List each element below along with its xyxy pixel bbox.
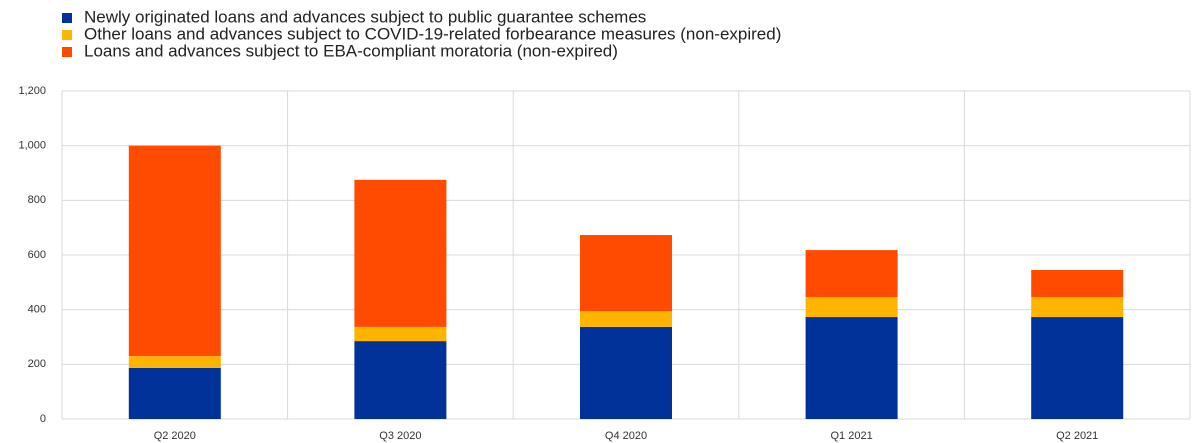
bar-segment xyxy=(1031,270,1124,298)
x-tick-label: Q4 2020 xyxy=(605,430,647,442)
y-tick-label: 800 xyxy=(28,194,46,206)
bar-segment xyxy=(805,297,898,318)
bar-segment xyxy=(354,341,447,419)
bar-segment xyxy=(354,326,447,342)
y-tick-label: 0 xyxy=(40,413,46,425)
bar-segment xyxy=(805,250,898,298)
bar-segment xyxy=(580,235,672,312)
bar-segment xyxy=(580,311,672,327)
bar-segment xyxy=(1031,297,1124,318)
bar-segment xyxy=(128,367,221,419)
legend-label: Other loans and advances subject to COVI… xyxy=(84,24,781,43)
legend-swatch xyxy=(62,13,72,23)
y-tick-label: 200 xyxy=(28,358,46,370)
y-tick-label: 400 xyxy=(28,304,46,316)
legend-label: Newly originated loans and advances subj… xyxy=(84,7,646,26)
legend-swatch xyxy=(62,47,72,57)
x-tick-label: Q2 2020 xyxy=(154,430,196,442)
x-tick-label: Q1 2021 xyxy=(830,430,872,442)
x-tick-label: Q2 2021 xyxy=(1056,430,1098,442)
legend-swatch xyxy=(62,30,72,40)
y-tick-label: 600 xyxy=(28,249,46,261)
bar-segment xyxy=(128,356,221,368)
y-tick-label: 1,000 xyxy=(18,140,46,152)
bar-segment xyxy=(128,145,221,357)
bar-segment xyxy=(1031,317,1124,419)
y-tick-label: 1,200 xyxy=(18,85,46,97)
x-tick-label: Q3 2020 xyxy=(379,430,421,442)
bar-segment xyxy=(580,326,672,419)
legend-label: Loans and advances subject to EBA-compli… xyxy=(84,41,618,60)
bar-segment xyxy=(805,317,898,419)
bar-segment xyxy=(354,179,447,327)
